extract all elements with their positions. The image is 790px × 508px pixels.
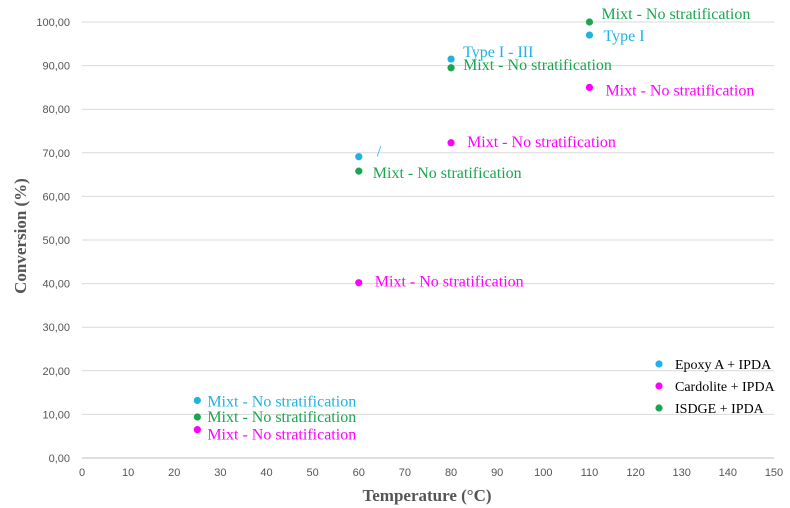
data-point: [447, 64, 455, 72]
point-label: Mixt - No stratification: [207, 409, 356, 426]
point-label: Mixt - No stratification: [207, 427, 356, 444]
y-tick-label: 10,00: [42, 409, 70, 421]
data-point: [193, 426, 201, 434]
x-tick-label: 10: [122, 467, 134, 479]
y-tick-label: 100,00: [36, 17, 70, 29]
point-label: Type I - III: [463, 44, 533, 61]
legend-marker: [655, 382, 663, 390]
data-point: [585, 31, 594, 39]
grid: [82, 21, 774, 415]
x-axis-title: Temperature (°C): [362, 486, 491, 505]
y-tick-label: 60,00: [42, 191, 70, 203]
y-tick-label: 0,00: [49, 453, 70, 465]
point-label: Mixt - No stratification: [601, 6, 750, 23]
data-points: [193, 18, 594, 434]
x-tick-label: 80: [445, 467, 457, 479]
data-point: [193, 413, 201, 421]
y-tick-label: 80,00: [42, 104, 70, 116]
y-tick-label: 70,00: [42, 148, 70, 160]
x-tick-label: 100: [534, 467, 552, 479]
x-tick-label: 30: [214, 467, 226, 479]
legend-label: Epoxy A + IPDA: [675, 358, 772, 373]
y-tick-label: 20,00: [42, 366, 70, 378]
x-tick-label: 120: [626, 467, 644, 479]
y-axis-title: Conversion (%): [11, 178, 30, 294]
x-tick-label: 70: [399, 467, 411, 479]
x-tick-label: 50: [307, 467, 319, 479]
y-tick-label: 50,00: [42, 235, 70, 247]
x-tick-label: 110: [581, 467, 599, 479]
y-tick-label: 30,00: [42, 322, 70, 334]
x-tick-label: 130: [673, 467, 691, 479]
x-axis-ticks: 0 10 20 30 40 50 60 70 80 90 100 110 120 130 140 150: [79, 467, 783, 479]
x-tick-label: 40: [260, 467, 272, 479]
point-labels: Mixt - No stratification / Type I - III Typ…: [207, 6, 754, 444]
x-tick-label: 150: [765, 467, 783, 479]
y-tick-label: 40,00: [42, 279, 70, 291]
data-point: [447, 139, 455, 147]
x-tick-label: 0: [79, 467, 85, 479]
x-tick-label: 60: [353, 467, 365, 479]
point-label: Mixt - No stratification: [467, 134, 616, 151]
legend-label: ISDGE + IPDA: [675, 402, 765, 417]
x-tick-label: 20: [168, 467, 180, 479]
point-label: Mixt - No stratification: [375, 274, 524, 291]
point-label: /: [377, 144, 382, 161]
point-label: Mixt - No stratification: [207, 393, 356, 410]
y-tick-label: 90,00: [42, 61, 70, 73]
data-point: [447, 55, 455, 63]
data-point: [355, 279, 363, 287]
y-axis-ticks: 0,00 10,00 20,00 30,00 40,00 50,00 60,00 70,00 8…: [36, 17, 70, 465]
point-label: Mixt - No stratification: [605, 82, 754, 99]
data-point: [585, 83, 594, 91]
x-tick-label: 140: [719, 467, 737, 479]
data-point: [193, 396, 201, 405]
point-label: Mixt - No stratification: [463, 57, 612, 74]
legend-marker: [655, 360, 663, 368]
point-label: Mixt - No stratification: [373, 165, 522, 182]
legend: Epoxy A + IPDA Cardolite + IPDA ISDGE + IP…: [655, 358, 776, 417]
legend-label: Cardolite + IPDA: [675, 380, 776, 395]
point-label: Type I: [603, 28, 644, 45]
data-point: [585, 18, 594, 26]
x-tick-label: 90: [491, 467, 503, 479]
legend-marker: [655, 404, 663, 412]
data-point: [355, 153, 363, 161]
data-point: [355, 167, 363, 175]
